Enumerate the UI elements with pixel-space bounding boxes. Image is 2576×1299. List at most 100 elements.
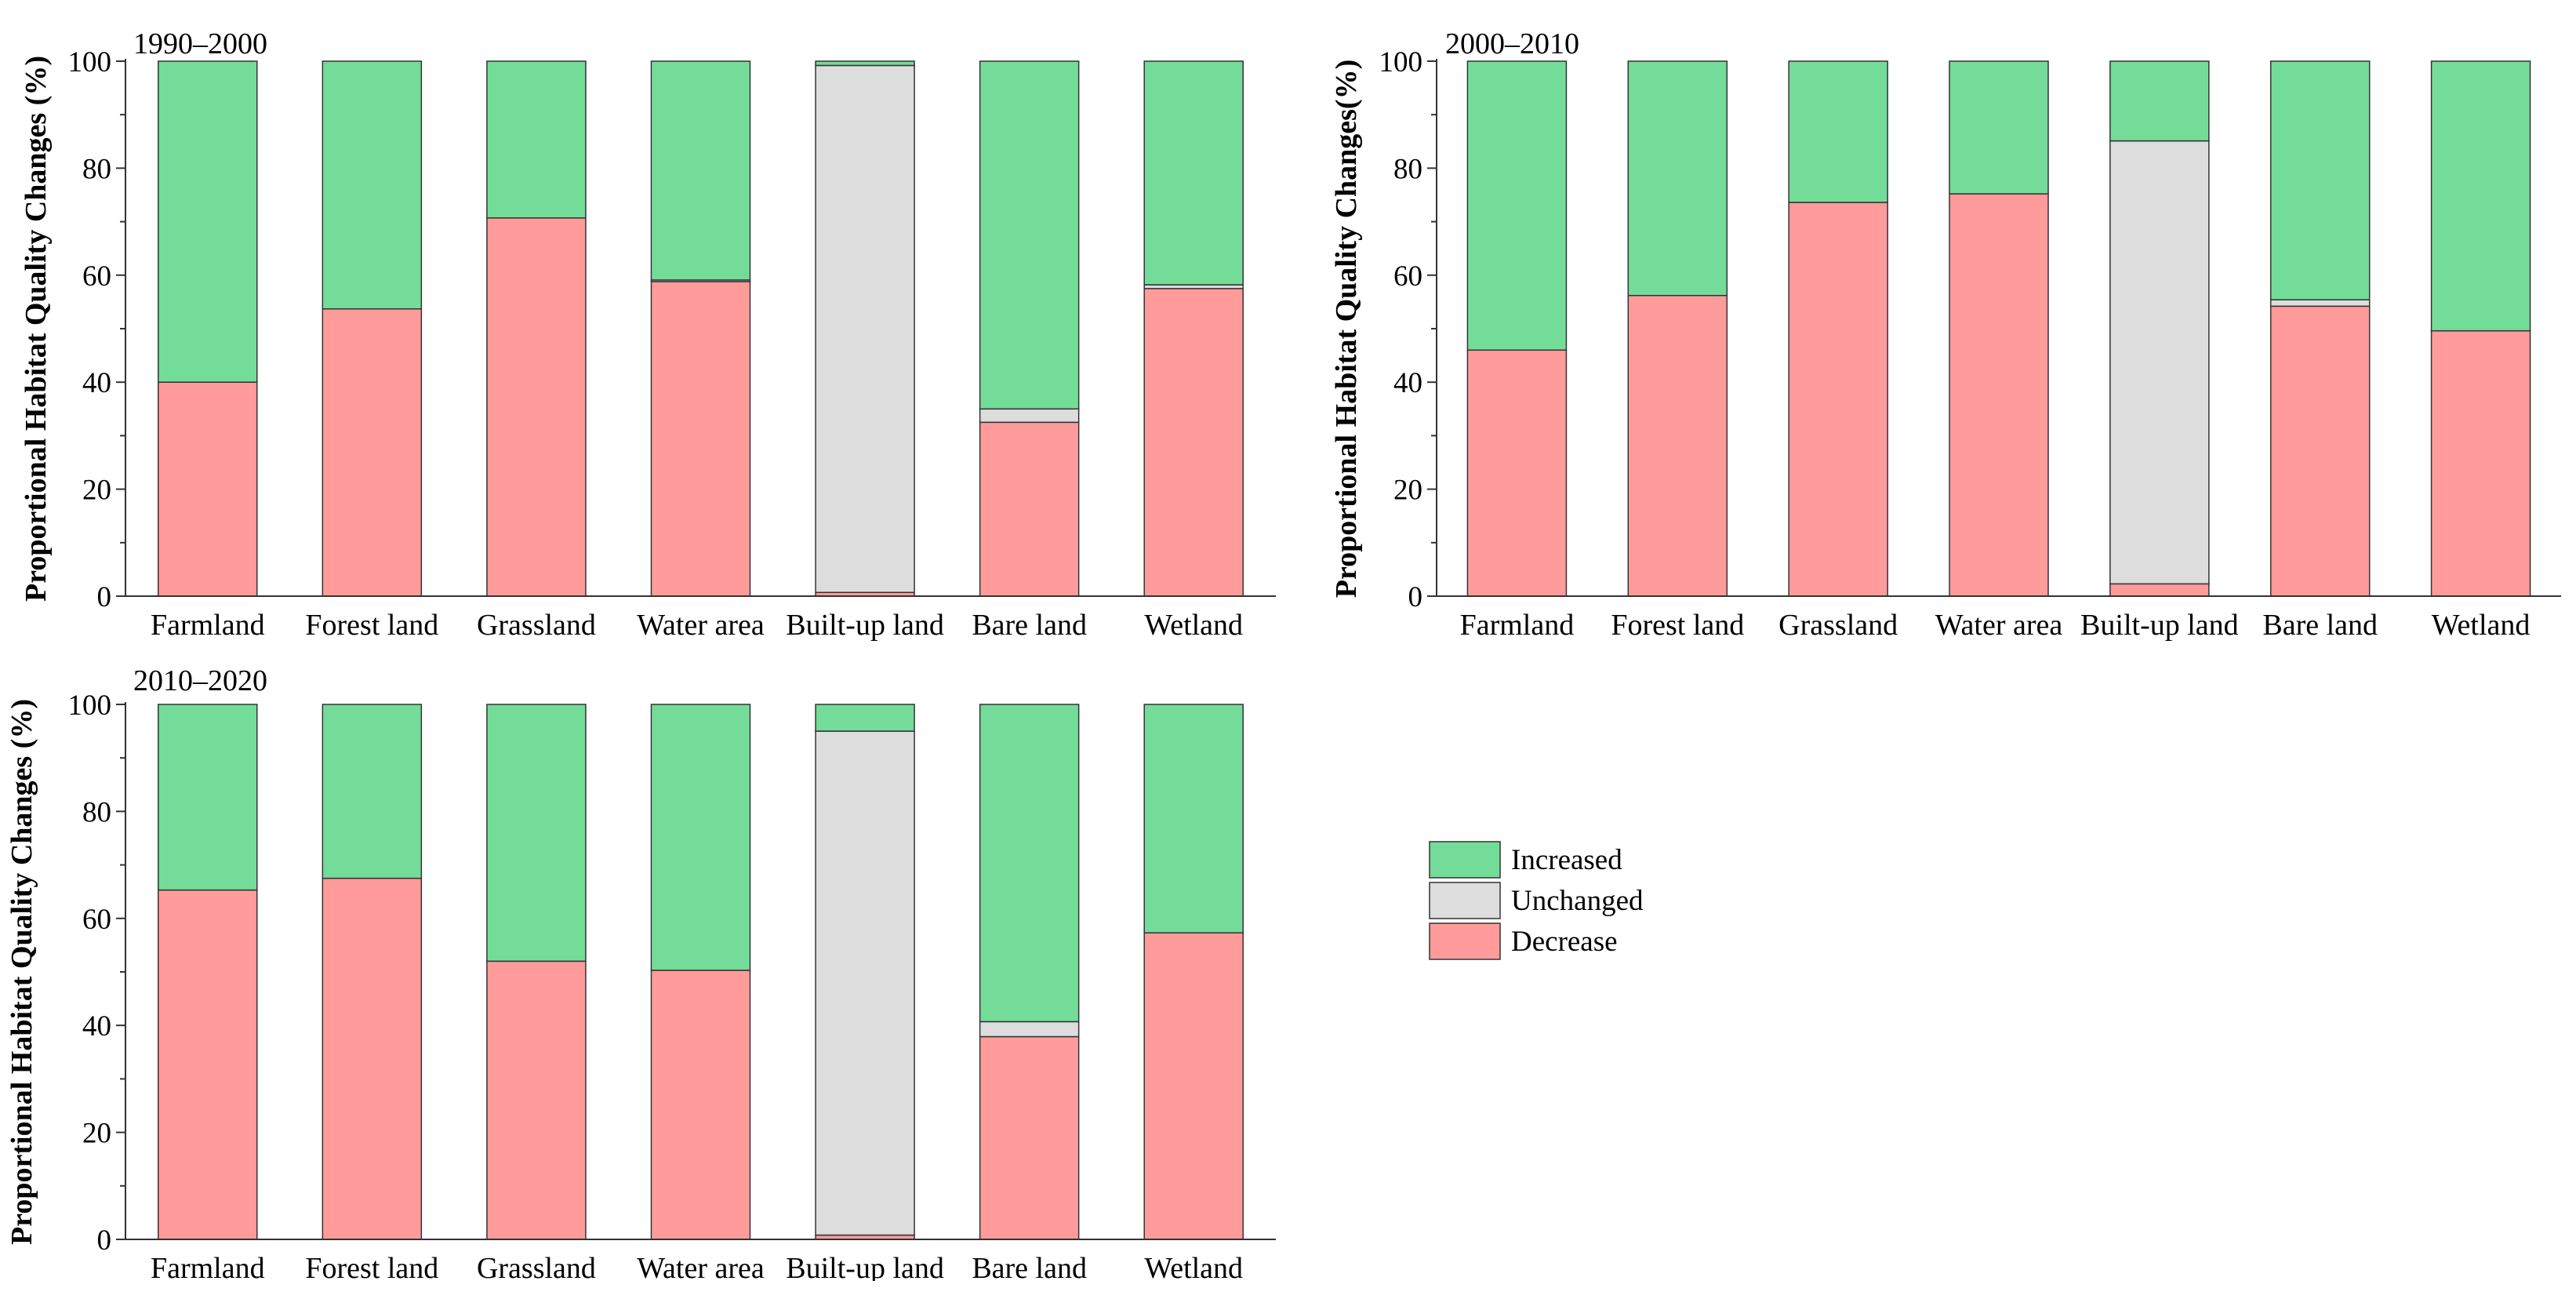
bar-increased-farmland [158, 704, 258, 891]
bar-increased-farmland [1466, 60, 1568, 351]
bar-increased-water-area [650, 60, 751, 281]
legend: Increased Unchanged Decrease [1429, 841, 1644, 960]
bar-decrease-farmland [1466, 349, 1568, 597]
bar-decrease-grassland [1788, 202, 1888, 597]
y-tick-label: 0 [1408, 581, 1423, 613]
panel-title: 2010–2020 [133, 664, 267, 697]
y-tick-label: 0 [97, 581, 112, 613]
category-label: Water area [637, 609, 765, 642]
legend-label-increased: Increased [1511, 844, 1622, 876]
category-label: Farmland [151, 609, 265, 642]
bar-increased-bare-land [979, 704, 1080, 1023]
y-axis-label: Proportional Habitat Quality Changes(%) [1330, 60, 1363, 599]
bar-decrease-wetland [2430, 329, 2531, 597]
bar-increased-built-up-land [2109, 60, 2210, 142]
y-tick-label: 60 [82, 904, 111, 936]
y-tick-label: 80 [1393, 153, 1422, 185]
category-label: Grassland [477, 1252, 596, 1285]
category-label: Bare land [972, 1252, 1087, 1285]
panel-2: Farmland Forest land Grassland Water area Bu… [1330, 27, 2561, 642]
y-tick-label: 20 [82, 1118, 111, 1150]
category-label: Bare land [2262, 609, 2378, 642]
bar-decrease-forest-land [322, 877, 423, 1240]
category-label: Wetland [1144, 1252, 1243, 1285]
y-tick-label: 60 [82, 260, 111, 293]
bar-increased-wetland [2430, 60, 2531, 332]
category-label: Grassland [1778, 609, 1898, 642]
y-tick-label: 20 [1393, 475, 1422, 507]
legend-label-unchanged: Unchanged [1511, 885, 1644, 917]
bar-decrease-forest-land [1627, 294, 1728, 597]
category-label: Farmland [151, 1252, 265, 1285]
legend-swatch-decrease [1429, 922, 1501, 960]
y-tick-label: 0 [97, 1224, 112, 1257]
panel-title: 2000–2010 [1445, 27, 1579, 60]
y-axis-label: Proportional Habitat Quality Changes (%) [5, 699, 38, 1245]
y-tick-label: 80 [82, 796, 111, 828]
legend-swatch-unchanged [1429, 882, 1501, 919]
bar-increased-bare-land [979, 60, 1080, 410]
legend-swatch-increased [1429, 841, 1501, 879]
y-tick-label: 20 [82, 475, 111, 507]
bar-decrease-forest-land [322, 308, 423, 597]
bar-unchanged-bare-land [979, 1021, 1080, 1038]
bar-decrease-farmland [158, 889, 258, 1240]
bar-decrease-bare-land [2269, 305, 2371, 597]
category-label: Built-up land [786, 609, 944, 642]
bar-decrease-grassland [486, 960, 587, 1240]
category-label: Forest land [1611, 609, 1744, 642]
bar-increased-grassland [486, 60, 587, 219]
category-label: Water area [637, 1252, 765, 1285]
bar-increased-water-area [1949, 60, 2049, 195]
bar-decrease-farmland [158, 381, 258, 597]
bar-increased-farmland [158, 60, 258, 383]
bar-unchanged-bare-land [2269, 299, 2371, 307]
bar-decrease-water-area [650, 970, 751, 1240]
bar-decrease-bare-land [979, 1035, 1080, 1240]
bar-decrease-water-area [1949, 193, 2049, 597]
bar-decrease-water-area [650, 281, 751, 597]
bar-decrease-built-up-land [2109, 583, 2210, 597]
y-axis-label: Proportional Habitat Quality Changes (%) [20, 56, 53, 602]
category-label: Wetland [1144, 609, 1243, 642]
bar-increased-grassland [486, 704, 587, 962]
bar-increased-forest-land [322, 60, 423, 310]
bar-unchanged-built-up-land [815, 64, 915, 593]
category-label: Farmland [1460, 609, 1575, 642]
y-tick-label: 40 [82, 367, 111, 399]
y-tick-label: 100 [68, 690, 112, 722]
bar-unchanged-bare-land [979, 408, 1080, 424]
y-tick-label: 100 [68, 46, 112, 78]
bar-increased-bare-land [2269, 60, 2371, 300]
bar-increased-wetland [1143, 704, 1244, 933]
bar-decrease-grassland [486, 217, 587, 597]
bar-increased-wetland [1143, 60, 1244, 286]
bar-unchanged-built-up-land [815, 730, 915, 1236]
panel-3: Farmland Forest land Grassland Water area Bu… [5, 664, 1276, 1285]
category-label: Bare land [972, 609, 1087, 642]
legend-label-decrease: Decrease [1511, 926, 1618, 958]
bar-decrease-wetland [1143, 288, 1244, 597]
bar-increased-grassland [1788, 60, 1888, 203]
bar-unchanged-built-up-land [2109, 140, 2210, 585]
category-label: Built-up land [2080, 609, 2239, 642]
y-tick-label: 40 [1393, 367, 1422, 399]
bar-increased-forest-land [1627, 60, 1728, 297]
bar-increased-water-area [650, 704, 751, 971]
panel-title: 1990–2000 [133, 27, 267, 60]
bar-decrease-bare-land [979, 421, 1080, 597]
category-label: Grassland [477, 609, 596, 642]
y-tick-label: 40 [82, 1010, 111, 1042]
y-tick-label: 60 [1393, 260, 1422, 293]
category-label: Forest land [305, 1252, 438, 1285]
y-tick-label: 100 [1379, 46, 1423, 78]
category-label: Forest land [305, 609, 438, 642]
bar-decrease-wetland [1143, 932, 1244, 1240]
bar-increased-forest-land [322, 704, 423, 879]
panel-1: Farmland Forest land Grassland Water area Bu… [20, 27, 1276, 642]
bar-increased-built-up-land [815, 704, 915, 732]
category-label: Wetland [2432, 609, 2531, 642]
bar-increased-built-up-land [815, 60, 915, 67]
y-tick-label: 80 [82, 153, 111, 185]
